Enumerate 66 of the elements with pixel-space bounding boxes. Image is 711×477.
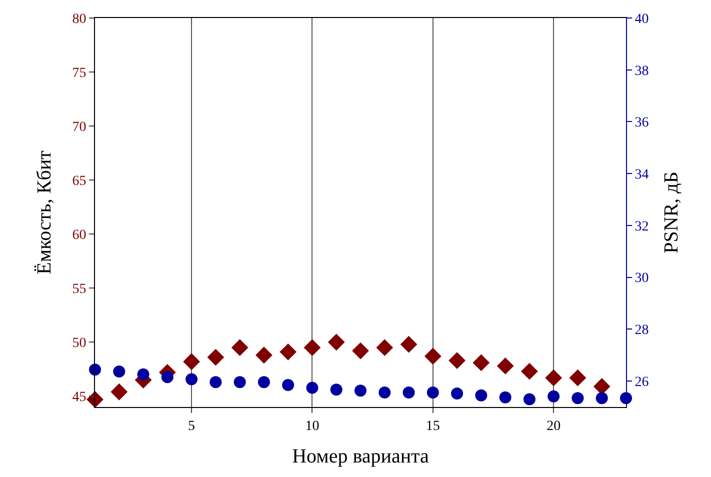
point [376, 339, 394, 356]
point [548, 390, 560, 402]
x-tick-label: 5 [188, 418, 196, 434]
x-tick-label: 20 [546, 418, 561, 434]
y-tick-label: 50 [72, 336, 86, 352]
x-tick-label: 15 [426, 418, 440, 434]
point [306, 382, 318, 394]
point [596, 392, 608, 404]
point [210, 376, 222, 388]
point [521, 362, 538, 380]
y-tick-label: 70 [72, 120, 86, 135]
point [499, 391, 512, 404]
point [400, 336, 418, 353]
point [89, 364, 101, 376]
point [402, 386, 415, 398]
point [472, 354, 490, 372]
point [424, 348, 442, 365]
y-tick-label: 55 [72, 282, 86, 298]
point [161, 371, 174, 384]
point [426, 386, 439, 398]
y-axis-title: Ёмкость, Кбит [34, 150, 56, 274]
y2-tick-label: 36 [634, 116, 649, 131]
point [448, 352, 466, 369]
y2-tick-label: 28 [634, 323, 649, 338]
point [207, 348, 224, 366]
point [545, 369, 562, 386]
point [256, 346, 272, 364]
point [593, 378, 610, 395]
point [572, 392, 584, 404]
point [330, 384, 342, 396]
y2-tick-label: 34 [634, 168, 649, 182]
point [110, 383, 128, 400]
point [378, 386, 391, 398]
point [113, 365, 126, 378]
point [304, 339, 321, 356]
point [496, 357, 514, 374]
point [137, 368, 150, 380]
point [280, 343, 297, 360]
point [183, 353, 200, 370]
y-tick-label: 80 [72, 12, 86, 27]
point [352, 342, 369, 360]
y-tick-label: 75 [72, 66, 86, 81]
y2-tick-label: 32 [634, 219, 649, 234]
point [569, 369, 586, 386]
point [620, 392, 632, 404]
point [475, 389, 488, 402]
point [328, 334, 345, 351]
y2-tick-label: 26 [634, 374, 649, 390]
point [282, 378, 294, 391]
point [451, 388, 464, 400]
y2-tick-label: 30 [634, 271, 649, 286]
x-axis-title: Номер варианта [292, 445, 430, 468]
point [186, 373, 198, 386]
y2-tick-label: 38 [634, 64, 649, 79]
y-tick-label: 65 [72, 174, 86, 189]
point [86, 390, 104, 408]
point [231, 339, 248, 356]
y2-tick-label: 40 [634, 12, 649, 27]
y2-axis-title: PSNR, дБ [660, 172, 682, 254]
y-tick-label: 45 [72, 390, 86, 406]
y-tick-label: 60 [72, 228, 86, 244]
point [354, 384, 366, 397]
point [234, 376, 246, 388]
x-tick-label: 10 [305, 418, 320, 434]
point [523, 393, 536, 406]
point [258, 376, 270, 388]
